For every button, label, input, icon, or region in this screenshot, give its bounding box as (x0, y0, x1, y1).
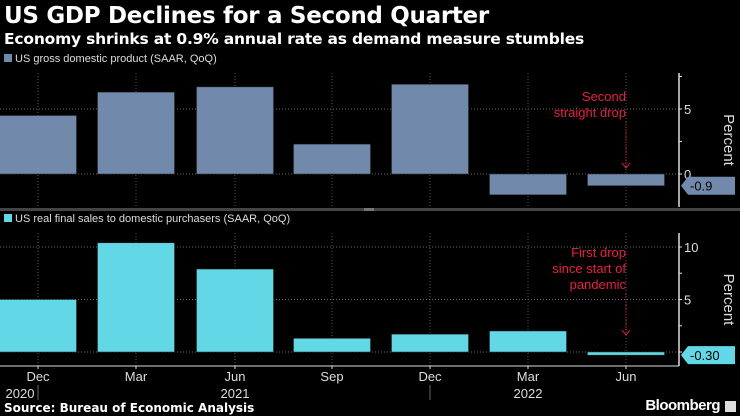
x-tick-label-month: Sep (320, 369, 343, 384)
bar-dec-2021 (391, 333, 469, 353)
bar-jun-2022 (587, 173, 665, 186)
x-tick-label-month: Jun (225, 369, 246, 384)
x-tick-label-year: 2022 (514, 386, 543, 401)
panel-resize-handle (364, 208, 374, 211)
arrow-head-icon (621, 329, 631, 336)
x-tick-label-year: 2020 (6, 386, 35, 401)
annotation-text: Second (582, 89, 626, 104)
legend-label: US gross domestic product (SAAR, QoQ) (15, 53, 217, 65)
bloomberg-terminal-icon (725, 401, 736, 412)
y-tick-label: 5 (684, 102, 691, 117)
y-tick-label: 0 (684, 167, 691, 182)
bar-jun-2021 (196, 86, 274, 175)
chart-subtitle: Economy shrinks at 0.9% annual rate as d… (4, 30, 585, 48)
bar-dec-2020 (0, 115, 77, 175)
x-tick-label-month: Dec (418, 369, 442, 384)
bar-mar-2021 (97, 91, 175, 175)
bar-mar-2022 (489, 330, 567, 353)
chart-title: US GDP Declines for a Second Quarter (4, 3, 489, 29)
x-tick-label-month: Jun (616, 369, 637, 384)
annotation-text: pandemic (570, 277, 627, 292)
legend-label: US real final sales to domestic purchase… (15, 213, 290, 225)
bar-mar-2021 (97, 242, 175, 353)
annotation-text: straight drop (554, 105, 626, 120)
bar-mar-2022 (489, 173, 567, 196)
legend-swatch (4, 214, 12, 222)
annotation-text: since start of (552, 261, 626, 276)
bloomberg-logo: Bloomberg (645, 397, 720, 414)
bar-jun-2021 (196, 268, 274, 353)
x-tick-label-year: 2021 (221, 386, 250, 401)
last-value-label: -0.30 (690, 348, 720, 363)
bar-dec-2020 (0, 299, 77, 353)
x-tick-label-month: Mar (517, 369, 540, 384)
annotation-text: First drop (571, 245, 626, 260)
bar-sep-2021 (293, 338, 371, 353)
source-note: Source: Bureau of Economic Analysis (4, 401, 255, 415)
legend-swatch (4, 54, 12, 62)
arrow-head-icon (621, 162, 631, 169)
y-axis-label: Percent (720, 114, 737, 167)
y-tick-label: 5 (684, 293, 691, 308)
bar-jun-2022 (587, 351, 665, 356)
x-tick-label-month: Mar (125, 369, 148, 384)
y-axis-label: Percent (720, 274, 737, 327)
y-tick-label: 10 (684, 240, 698, 255)
x-tick-label-month: Dec (26, 369, 50, 384)
bar-dec-2021 (391, 84, 469, 175)
last-value-label: -0.9 (690, 179, 712, 194)
last-value-tag (681, 346, 735, 365)
last-value-tag (681, 176, 735, 195)
bar-sep-2021 (293, 143, 371, 175)
